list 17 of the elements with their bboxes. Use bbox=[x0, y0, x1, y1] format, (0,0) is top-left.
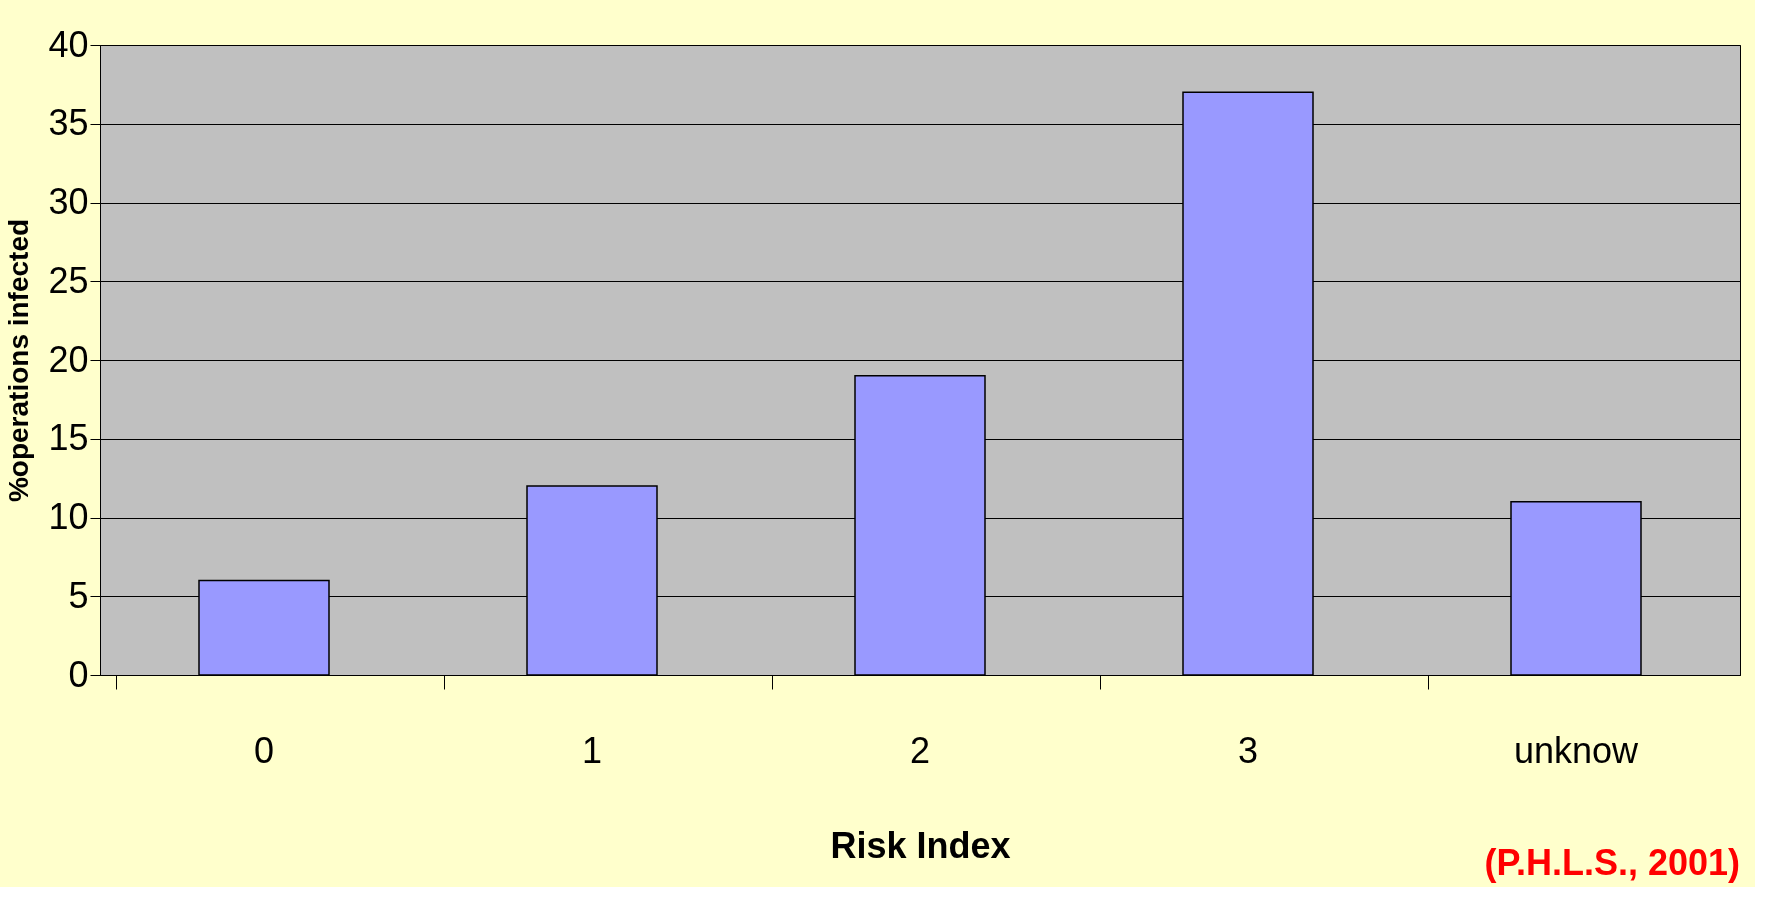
x-tick-label: 3 bbox=[1237, 729, 1259, 771]
y-tick-label: 0 bbox=[68, 653, 89, 695]
x-axis-title: Risk Index bbox=[830, 824, 1011, 866]
x-tick-label: unknow bbox=[1513, 729, 1640, 771]
y-tick-label: 25 bbox=[48, 259, 89, 301]
y-tick-label: 20 bbox=[48, 338, 89, 380]
y-tick-label: 10 bbox=[48, 496, 89, 537]
y-axis-title: %operations infected bbox=[3, 218, 35, 503]
x-tick-label: 1 bbox=[581, 729, 603, 771]
text: (P.H.L.S., 2001) bbox=[1484, 842, 1740, 883]
y-tick-label: 35 bbox=[48, 102, 89, 144]
x-tick-label: 2 bbox=[909, 729, 931, 771]
x-tick-label: 0 bbox=[253, 729, 275, 771]
y-tick-label: 30 bbox=[48, 181, 89, 222]
y-tick-label: 5 bbox=[68, 574, 89, 616]
y-tick-label: 40 bbox=[48, 23, 89, 65]
y-tick-label: 15 bbox=[48, 417, 89, 459]
